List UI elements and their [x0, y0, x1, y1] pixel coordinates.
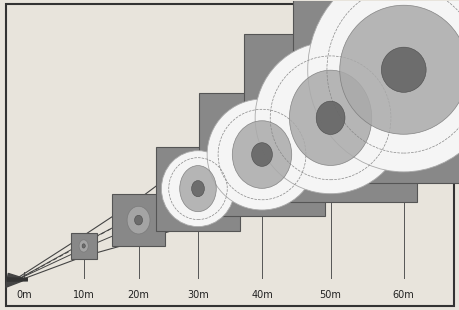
Ellipse shape — [127, 206, 150, 234]
Ellipse shape — [307, 0, 459, 172]
FancyBboxPatch shape — [243, 34, 416, 202]
Ellipse shape — [339, 5, 459, 134]
Ellipse shape — [232, 121, 291, 188]
Ellipse shape — [381, 47, 425, 92]
Polygon shape — [6, 273, 23, 287]
Text: 10m: 10m — [73, 290, 95, 300]
Ellipse shape — [82, 244, 85, 248]
Text: 60m: 60m — [392, 290, 414, 300]
FancyBboxPatch shape — [70, 233, 97, 259]
Text: 0m: 0m — [17, 290, 32, 300]
Ellipse shape — [289, 70, 371, 166]
Ellipse shape — [134, 215, 142, 225]
Text: 50m: 50m — [319, 290, 341, 300]
Text: 20m: 20m — [127, 290, 149, 300]
Ellipse shape — [315, 101, 344, 135]
Ellipse shape — [191, 181, 204, 197]
Text: 30m: 30m — [187, 290, 208, 300]
Ellipse shape — [79, 240, 88, 252]
Ellipse shape — [251, 143, 272, 166]
FancyBboxPatch shape — [198, 93, 325, 216]
Ellipse shape — [179, 166, 216, 212]
Ellipse shape — [207, 99, 316, 210]
Ellipse shape — [161, 151, 234, 227]
Ellipse shape — [255, 42, 405, 194]
FancyBboxPatch shape — [112, 194, 164, 246]
FancyBboxPatch shape — [156, 147, 240, 231]
Text: 40m: 40m — [251, 290, 272, 300]
FancyBboxPatch shape — [293, 0, 459, 183]
